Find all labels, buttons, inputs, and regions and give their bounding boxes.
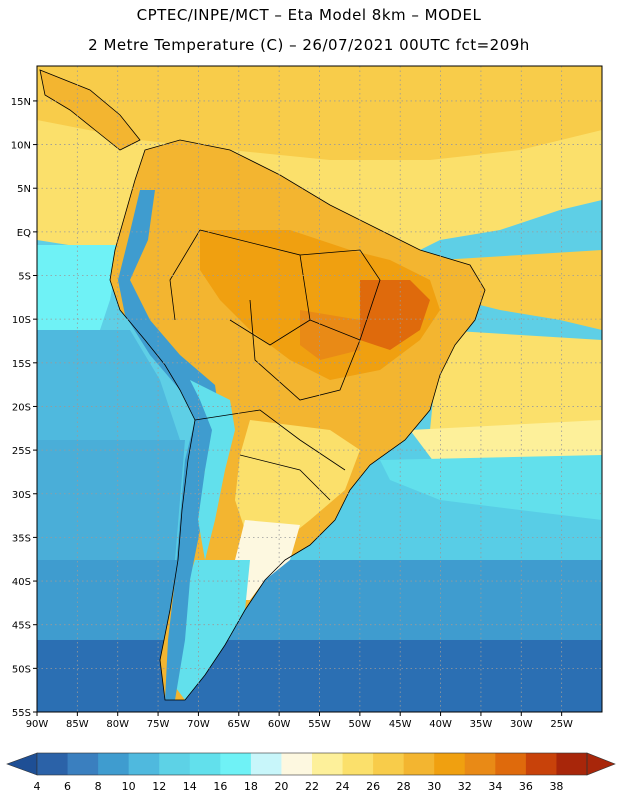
colorbar-segment <box>67 753 99 775</box>
lon-label: 75W <box>147 719 170 730</box>
colorbar-label: 38 <box>549 780 563 793</box>
colorbar-label: 34 <box>488 780 502 793</box>
lat-label: 20S <box>12 402 31 413</box>
colorbar-segment <box>403 753 435 775</box>
lon-label: 30W <box>510 719 533 730</box>
lon-label: 55W <box>308 719 331 730</box>
colorbar-label: 16 <box>213 780 227 793</box>
colorbar-segment <box>312 753 344 775</box>
colorbar-segment <box>281 753 313 775</box>
colorbar-segment <box>159 753 191 775</box>
lon-label: 45W <box>389 719 412 730</box>
lat-label: 35S <box>12 533 31 544</box>
colorbar-segment <box>220 753 252 775</box>
lon-label: 25W <box>550 719 573 730</box>
lon-label: 90W <box>26 719 49 730</box>
longitude-labels: 90W 85W 80W 75W 70W 65W 60W 55W 50W 45W 40W 35W 30W 2… <box>26 712 573 730</box>
lon-label: 40W <box>429 719 452 730</box>
colorbar-segment <box>250 753 282 775</box>
map-title: CPTEC/INPE/MCT – Eta Model 8km – MODEL <box>136 6 482 24</box>
colorbar: 4 6 8 10 12 14 16 18 20 22 24 26 28 30 32 34 36 38 <box>6 752 616 793</box>
lon-label: 70W <box>187 719 210 730</box>
lat-label: 15S <box>12 359 31 370</box>
colorbar-segment <box>342 753 374 775</box>
colorbar-segment <box>37 753 69 775</box>
lat-label: EQ <box>17 228 31 239</box>
lat-label: 30S <box>12 490 31 501</box>
colorbar-overflow-arrow <box>586 752 616 776</box>
colorbar-label: 24 <box>336 780 350 793</box>
lat-label: 55S <box>12 708 31 719</box>
lat-label: 50S <box>12 664 31 675</box>
lat-label: 25S <box>12 446 31 457</box>
lon-label: 65W <box>227 719 250 730</box>
colorbar-segment <box>189 753 221 775</box>
lon-label: 80W <box>106 719 129 730</box>
colorbar-segment <box>128 753 160 775</box>
lon-label: 35W <box>470 719 493 730</box>
colorbar-label: 28 <box>397 780 411 793</box>
colorbar-segment <box>434 753 466 775</box>
map-subtitle: 2 Metre Temperature (C) – 26/07/2021 00U… <box>88 36 530 54</box>
lat-label: 5N <box>17 184 31 195</box>
latitude-labels: 15N 10N 5N EQ 5S 10S 15S 20S 25S 30S 35S 40S 45S 50S 5… <box>11 97 37 719</box>
colorbar-underflow-arrow <box>6 752 38 776</box>
lat-label: 10S <box>12 315 31 326</box>
colorbar-label: 32 <box>458 780 472 793</box>
lat-label: 40S <box>12 577 31 588</box>
colorbar-label: 6 <box>64 780 71 793</box>
colorbar-frame <box>36 752 588 776</box>
colorbar-label: 26 <box>366 780 380 793</box>
colorbar-segment <box>464 753 496 775</box>
colorbar-label: 4 <box>34 780 41 793</box>
lon-label: 85W <box>66 719 89 730</box>
lat-label: 15N <box>11 97 31 108</box>
colorbar-segment <box>525 753 557 775</box>
colorbar-segment <box>556 753 588 775</box>
colorbar-label: 14 <box>183 780 197 793</box>
colorbar-label: 18 <box>244 780 258 793</box>
lat-label: 45S <box>12 621 31 632</box>
colorbar-label: 30 <box>427 780 441 793</box>
lon-label: 50W <box>349 719 372 730</box>
colorbar-label: 8 <box>95 780 102 793</box>
colorbar-label: 12 <box>152 780 166 793</box>
colorbar-segment <box>373 753 405 775</box>
lat-label: 10N <box>11 141 31 152</box>
colorbar-label: 20 <box>274 780 288 793</box>
colorbar-label: 36 <box>519 780 533 793</box>
colorbar-label: 22 <box>305 780 319 793</box>
colorbar-segment <box>495 753 527 775</box>
lat-label: 5S <box>18 272 31 283</box>
colorbar-label: 10 <box>122 780 136 793</box>
lon-label: 60W <box>268 719 291 730</box>
colorbar-segment <box>98 753 130 775</box>
